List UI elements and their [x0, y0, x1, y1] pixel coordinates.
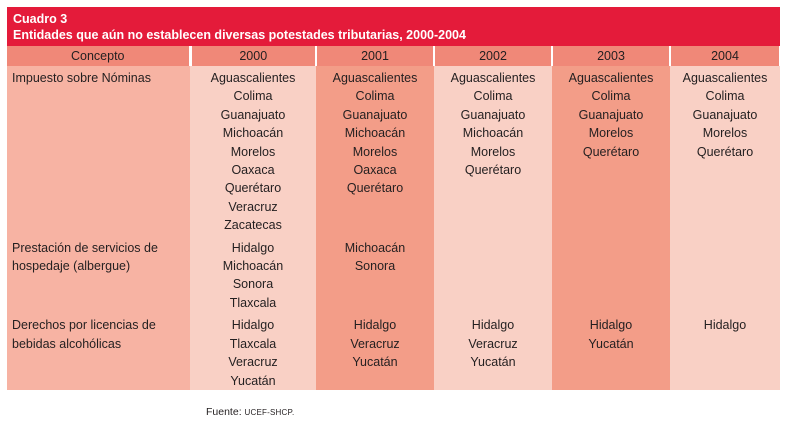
state-name: Aguascalientes [450, 71, 536, 85]
state-name: Guanajuato [220, 107, 286, 122]
state-name: Guanajuato [342, 107, 408, 122]
state-name: Colima [233, 89, 273, 104]
table-label: Cuadro 3 [13, 12, 68, 26]
state-name: Querétaro [696, 144, 754, 159]
table-row: Impuesto sobre Nóminas Aguascalientes Coli… [7, 66, 780, 235]
state-name: Veracruz [228, 199, 278, 214]
state-name: Guanajuato [692, 107, 758, 122]
state-name: Guanajuato [460, 107, 526, 122]
table-row: Derechos por licencias de bebidas alcohó… [7, 312, 780, 391]
header-2002: 2002 [433, 46, 553, 66]
year-cell-2004 [670, 234, 780, 313]
state-name: Morelos [352, 144, 398, 159]
table-title: Entidades que aún no establecen diversas… [13, 28, 466, 42]
year-cell-2000: Aguascalientes Colima Guanajuato Michoacán M… [190, 66, 316, 235]
state-name: Hidalgo [703, 318, 747, 333]
state-name: Oaxaca [231, 163, 275, 178]
state-name: Aguascalientes [568, 71, 654, 85]
state-name: Tlaxcala [229, 295, 277, 310]
header-2000: 2000 [189, 46, 317, 66]
table-row: Prestación de servicios de hospedaje (al… [7, 234, 780, 313]
state-name: Oaxaca [353, 163, 397, 178]
source-note: Fuente: UCEF-SHCP. [206, 406, 294, 418]
state-name: Veracruz [228, 355, 278, 370]
state-name: Morelos [230, 144, 276, 159]
year-cell-2000: Hidalgo Tlaxcala Veracruz Yucatán [190, 312, 316, 391]
state-name: Querétaro [464, 163, 522, 178]
state-name: Hidalgo [231, 318, 275, 333]
state-name: Veracruz [350, 336, 400, 351]
state-name: Michoacán [222, 126, 284, 141]
state-name: Hidalgo [471, 318, 515, 333]
state-name: Querétaro [346, 181, 404, 196]
state-name: Guanajuato [578, 107, 644, 122]
year-cell-2003: Hidalgo Yucatán [552, 312, 670, 391]
concept-cell: Derechos por licencias de bebidas alcohó… [7, 312, 190, 391]
concept-cell: Prestación de servicios de hospedaje (al… [7, 234, 190, 313]
year-cell-2003: Aguascalientes Colima Guanajuato Morelos Que… [552, 66, 670, 235]
state-name: Michoacán [344, 126, 406, 141]
state-name: Michoacán [462, 126, 524, 141]
year-cell-2001: Aguascalientes Colima Guanajuato Michoacán M… [316, 66, 434, 235]
header-2001: 2001 [315, 46, 435, 66]
state-name: Aguascalientes [682, 71, 768, 85]
state-name: Hidalgo [231, 240, 275, 255]
year-cell-2002: Aguascalientes Colima Guanajuato Michoacán M… [434, 66, 552, 235]
header-2003: 2003 [551, 46, 671, 66]
table-container: Cuadro 3 Entidades que aún no establecen… [7, 7, 781, 391]
year-cell-2000: Hidalgo Michoacán Sonora Tlaxcala [190, 234, 316, 313]
state-name: Querétaro [224, 181, 282, 196]
state-name: Zacatecas [224, 218, 282, 233]
year-cell-2001: Michoacán Sonora [316, 234, 434, 313]
source-label: Fuente: [206, 406, 242, 418]
header-concepto: Concepto [7, 46, 192, 66]
title-band: Cuadro 3 Entidades que aún no establecen… [7, 7, 780, 46]
data-table: Concepto 2000 2001 2002 2003 2004 Impues… [7, 46, 781, 391]
table-body: Impuesto sobre Nóminas Aguascalientes Coli… [7, 66, 780, 391]
state-name: Veracruz [468, 336, 518, 351]
state-name: Yucatán [588, 336, 634, 351]
state-name: Colima [591, 89, 631, 104]
state-name: Aguascalientes [332, 71, 418, 85]
year-cell-2002: Hidalgo Veracruz Yucatán [434, 312, 552, 391]
state-name: Michoacán [222, 259, 284, 274]
header-2004: 2004 [669, 46, 781, 66]
year-cell-2004: Aguascalientes Colima Guanajuato Morelos Que… [670, 66, 780, 235]
state-name: Sonora [232, 277, 274, 292]
state-name: Querétaro [582, 144, 640, 159]
state-name: Hidalgo [353, 318, 397, 333]
year-cell-2002 [434, 234, 552, 313]
state-name: Morelos [702, 126, 748, 141]
year-cell-2003 [552, 234, 670, 313]
header-row: Concepto 2000 2001 2002 2003 2004 [7, 46, 781, 66]
state-name: Colima [705, 89, 745, 104]
state-name: Tlaxcala [229, 336, 277, 351]
year-cell-2004: Hidalgo [670, 312, 780, 391]
state-name: Yucatán [352, 355, 398, 370]
state-name: Sonora [354, 259, 396, 274]
state-name: Colima [473, 89, 513, 104]
state-name: Morelos [470, 144, 516, 159]
state-name: Morelos [588, 126, 634, 141]
state-name: Aguascalientes [210, 71, 296, 85]
state-name: Hidalgo [589, 318, 633, 333]
state-name: Yucatán [470, 355, 516, 370]
state-name: Yucatán [230, 373, 276, 388]
state-name: Colima [355, 89, 395, 104]
year-cell-2001: Hidalgo Veracruz Yucatán [316, 312, 434, 391]
state-name: Michoacán [344, 240, 406, 255]
source-value: UCEF-SHCP. [244, 408, 295, 417]
concept-cell: Impuesto sobre Nóminas [7, 66, 190, 235]
